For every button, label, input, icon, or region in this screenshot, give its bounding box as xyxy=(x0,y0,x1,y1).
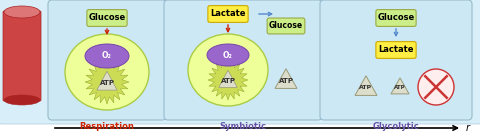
FancyBboxPatch shape xyxy=(0,0,480,124)
Text: ATP: ATP xyxy=(360,85,372,90)
Text: Glucose: Glucose xyxy=(377,14,415,22)
Text: r: r xyxy=(466,123,470,133)
Text: ATP: ATP xyxy=(99,80,115,86)
Text: Glycolytic: Glycolytic xyxy=(372,122,420,131)
FancyBboxPatch shape xyxy=(164,0,322,120)
Text: Lactate: Lactate xyxy=(378,45,414,55)
FancyBboxPatch shape xyxy=(208,6,248,22)
Text: Glucose: Glucose xyxy=(269,22,303,31)
Text: O₂: O₂ xyxy=(223,51,233,59)
Polygon shape xyxy=(391,78,409,94)
Polygon shape xyxy=(97,71,117,90)
FancyBboxPatch shape xyxy=(87,10,127,26)
Polygon shape xyxy=(208,60,248,100)
FancyBboxPatch shape xyxy=(48,0,166,120)
Ellipse shape xyxy=(85,44,129,68)
Circle shape xyxy=(418,69,454,105)
Ellipse shape xyxy=(188,34,268,106)
Text: ATP: ATP xyxy=(220,78,236,84)
FancyBboxPatch shape xyxy=(320,0,472,120)
Text: Respiration: Respiration xyxy=(80,122,134,131)
Text: ATP: ATP xyxy=(394,85,406,90)
Polygon shape xyxy=(355,76,377,95)
Text: O₂: O₂ xyxy=(102,52,112,61)
FancyBboxPatch shape xyxy=(267,18,305,34)
Ellipse shape xyxy=(65,34,149,110)
FancyBboxPatch shape xyxy=(3,11,41,101)
Text: ATP: ATP xyxy=(278,78,293,84)
FancyBboxPatch shape xyxy=(376,10,416,26)
Text: Lactate: Lactate xyxy=(210,9,246,18)
Polygon shape xyxy=(219,70,237,87)
Ellipse shape xyxy=(4,95,40,105)
Ellipse shape xyxy=(4,6,40,18)
FancyBboxPatch shape xyxy=(376,42,416,58)
Ellipse shape xyxy=(207,44,249,66)
Text: Symbiotic: Symbiotic xyxy=(219,122,266,131)
Polygon shape xyxy=(275,69,297,88)
Text: Glucose: Glucose xyxy=(88,14,126,22)
Polygon shape xyxy=(85,60,129,104)
